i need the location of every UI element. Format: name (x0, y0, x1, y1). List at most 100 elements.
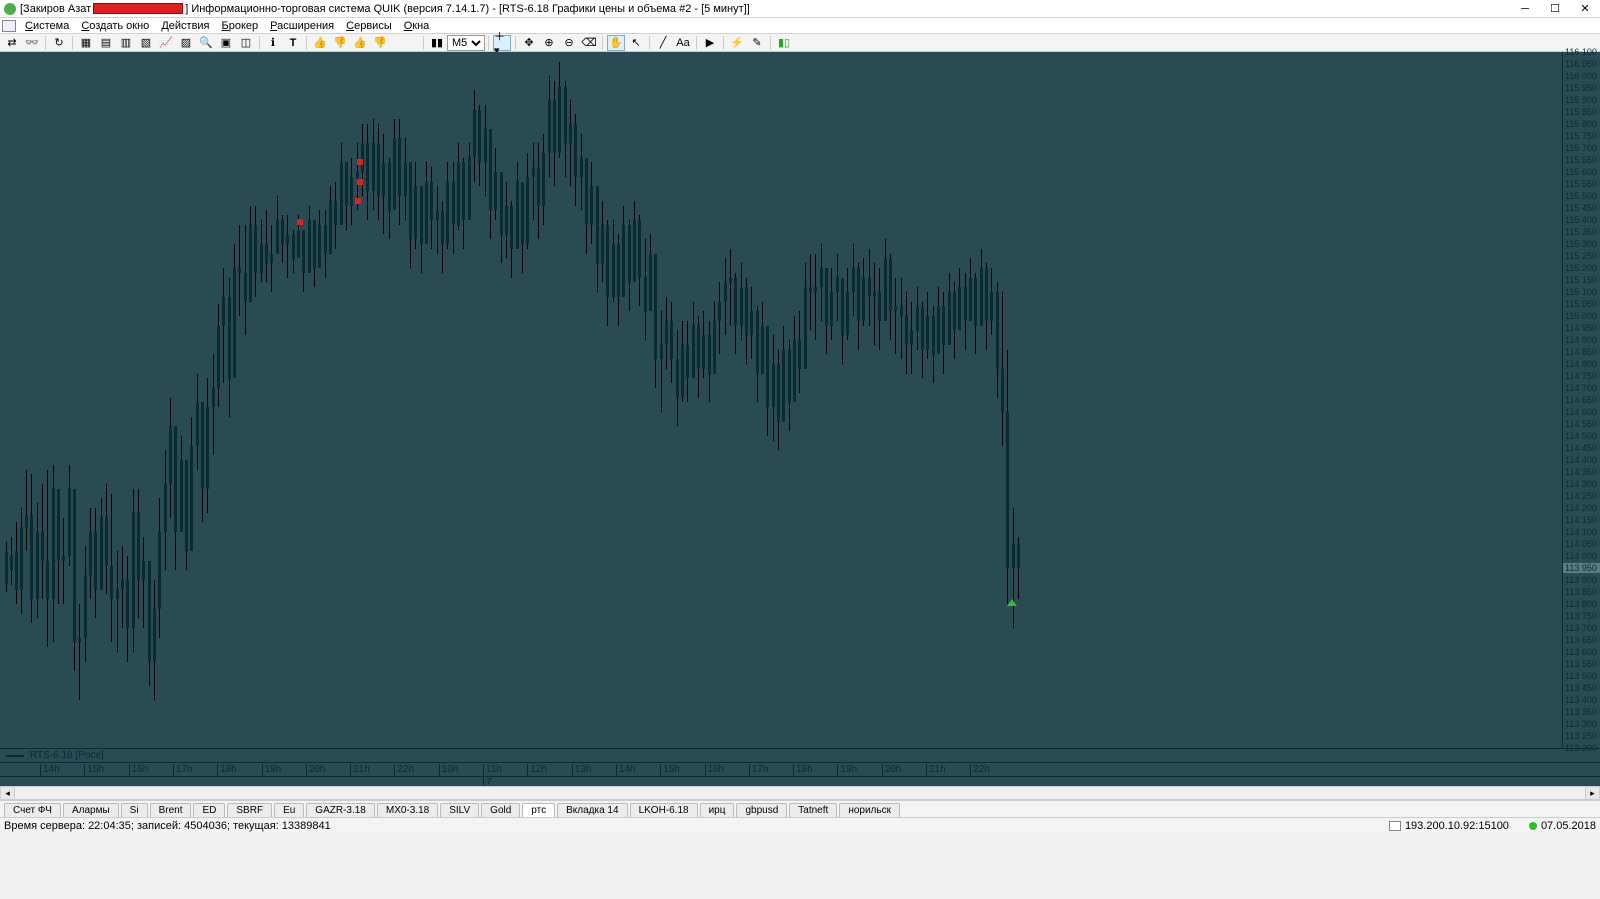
thumbdown2-icon[interactable]: 👎 (371, 35, 389, 51)
tab-Счет ФЧ[interactable]: Счет ФЧ (4, 803, 61, 817)
chart2-icon[interactable]: ▮▯ (775, 35, 793, 51)
horizontal-scrollbar[interactable]: ◂ ▸ (0, 786, 1600, 800)
price-tick: 115 350 (1565, 227, 1597, 237)
redacted-name (93, 3, 183, 14)
current-price-label: 113 950 (1563, 563, 1600, 573)
tab-Eu[interactable]: Eu (274, 803, 304, 817)
connect-icon[interactable]: ⇄ (3, 35, 21, 51)
time-tick: 16h (129, 764, 149, 776)
window4-icon[interactable]: ▧ (137, 35, 155, 51)
window7-icon[interactable]: ◫ (237, 35, 255, 51)
sell-marker-icon (357, 159, 363, 165)
sell-marker-icon (355, 198, 361, 204)
price-tick: 114 250 (1565, 491, 1597, 501)
maximize-button[interactable]: ☐ (1540, 0, 1570, 18)
time-tick: 22h (394, 764, 414, 776)
price-tick: 113 250 (1565, 731, 1597, 741)
price-tick: 115 500 (1565, 191, 1597, 201)
chart-area[interactable]: 113 200113 250113 300113 350113 400113 4… (0, 52, 1600, 748)
price-tick: 113 550 (1565, 659, 1597, 669)
window3-icon[interactable]: ▥ (117, 35, 135, 51)
tab-MX0-3.18[interactable]: MX0-3.18 (377, 803, 438, 817)
move-icon[interactable]: ✥ (520, 35, 538, 51)
tab-Si[interactable]: Si (121, 803, 148, 817)
status-date: 07.05.2018 (1529, 820, 1596, 832)
brush-icon[interactable]: ✎ (748, 35, 766, 51)
tab-Brent[interactable]: Brent (150, 803, 192, 817)
price-tick: 115 400 (1565, 215, 1597, 225)
price-tick: 114 450 (1565, 443, 1597, 453)
add-icon[interactable]: ＋▾ (493, 35, 511, 51)
tab-gbpusd[interactable]: gbpusd (736, 803, 787, 817)
tab-SBRF[interactable]: SBRF (227, 803, 272, 817)
tab-ED[interactable]: ED (193, 803, 225, 817)
tab-ртс[interactable]: ртс (522, 803, 555, 817)
zoomin-icon[interactable]: ⊕ (540, 35, 558, 51)
tab-LKOH-6.18[interactable]: LKOH-6.18 (630, 803, 698, 817)
price-tick: 116 100 (1565, 47, 1597, 57)
thumbdown1-icon[interactable]: 👎 (331, 35, 349, 51)
tab-Алармы[interactable]: Алармы (63, 803, 119, 817)
minimize-button[interactable]: ─ (1510, 0, 1540, 18)
price-tick: 113 300 (1565, 719, 1597, 729)
glasses-icon[interactable]: 👓 (23, 35, 41, 51)
time-tick: 15h (660, 764, 680, 776)
tab-SILV[interactable]: SILV (440, 803, 479, 817)
scroll-right-button[interactable]: ▸ (1585, 787, 1599, 799)
menu-Сервисы[interactable]: Сервисы (340, 20, 398, 32)
flag-icon[interactable]: ▶ (701, 35, 719, 51)
tab-Gold[interactable]: Gold (481, 803, 520, 817)
timeframe-select[interactable]: M5 (447, 35, 485, 51)
status-connection: 193.200.10.92:15100 (1389, 820, 1509, 832)
menu-Система[interactable]: Система (19, 20, 75, 32)
hand-icon[interactable]: ✋ (607, 35, 625, 51)
time-tick: 22h (970, 764, 990, 776)
menubar: СистемаСоздать окноДействияБрокерРасшире… (0, 18, 1600, 34)
pointer-icon[interactable]: ↖ (627, 35, 645, 51)
scroll-left-button[interactable]: ◂ (1, 787, 15, 799)
tab-Tatneft[interactable]: Tatneft (789, 803, 837, 817)
tab-норильск[interactable]: норильск (839, 803, 900, 817)
wand-icon[interactable]: ⚡ (728, 35, 746, 51)
price-tick: 116 050 (1565, 59, 1597, 69)
mdi-icon[interactable] (2, 20, 16, 32)
price-tick: 115 600 (1565, 167, 1597, 177)
window5-icon[interactable]: ▨ (177, 35, 195, 51)
window1-icon[interactable]: ▦ (77, 35, 95, 51)
textlabel-icon[interactable]: Aa (674, 35, 692, 51)
titlebar: [Закиров Азат] Информационно-торговая си… (0, 0, 1600, 18)
text-icon[interactable]: T (284, 35, 302, 51)
price-tick: 115 650 (1565, 155, 1597, 165)
zoomout-icon[interactable]: ⊖ (560, 35, 578, 51)
menu-Окна[interactable]: Окна (398, 20, 436, 32)
toolbar-main: ⇄ 👓 ↻ ▦ ▤ ▥ ▧ 📈 ▨ 🔍 ▣ ◫ ℹ T 👍 👎 👍 👎 ▮▮ M… (0, 34, 1600, 52)
menu-Брокер[interactable]: Брокер (216, 20, 265, 32)
thumbup1-icon[interactable]: 👍 (311, 35, 329, 51)
refresh-icon[interactable]: ↻ (50, 35, 68, 51)
tab-Вкладка 14[interactable]: Вкладка 14 (557, 803, 627, 817)
window6-icon[interactable]: ▣ (217, 35, 235, 51)
bars-icon[interactable]: ▮▮ (428, 35, 446, 51)
close-button[interactable]: ✕ (1570, 0, 1600, 18)
price-tick: 114 850 (1565, 347, 1597, 357)
sell-marker-icon (297, 219, 303, 225)
menu-Создать окно[interactable]: Создать окно (75, 20, 155, 32)
line-icon[interactable]: ╱ (654, 35, 672, 51)
search-icon[interactable]: 🔍 (197, 35, 215, 51)
time-tick: 10h (439, 764, 459, 776)
price-tick: 113 500 (1565, 671, 1597, 681)
price-tick: 115 250 (1565, 251, 1597, 261)
tab-GAZR-3.18[interactable]: GAZR-3.18 (306, 803, 375, 817)
window-title: [Закиров Азат] Информационно-торговая си… (20, 3, 750, 15)
chart-icon[interactable]: 📈 (157, 35, 175, 51)
time-tick: 13h (572, 764, 592, 776)
info-icon[interactable]: ℹ (264, 35, 282, 51)
tab-ирц[interactable]: ирц (700, 803, 735, 817)
window2-icon[interactable]: ▤ (97, 35, 115, 51)
menu-Расширения[interactable]: Расширения (264, 20, 340, 32)
price-tick: 114 400 (1565, 455, 1597, 465)
thumbup2-icon[interactable]: 👍 (351, 35, 369, 51)
menu-Действия[interactable]: Действия (155, 20, 215, 32)
price-tick: 115 950 (1565, 83, 1597, 93)
eraser-icon[interactable]: ⌫ (580, 35, 598, 51)
